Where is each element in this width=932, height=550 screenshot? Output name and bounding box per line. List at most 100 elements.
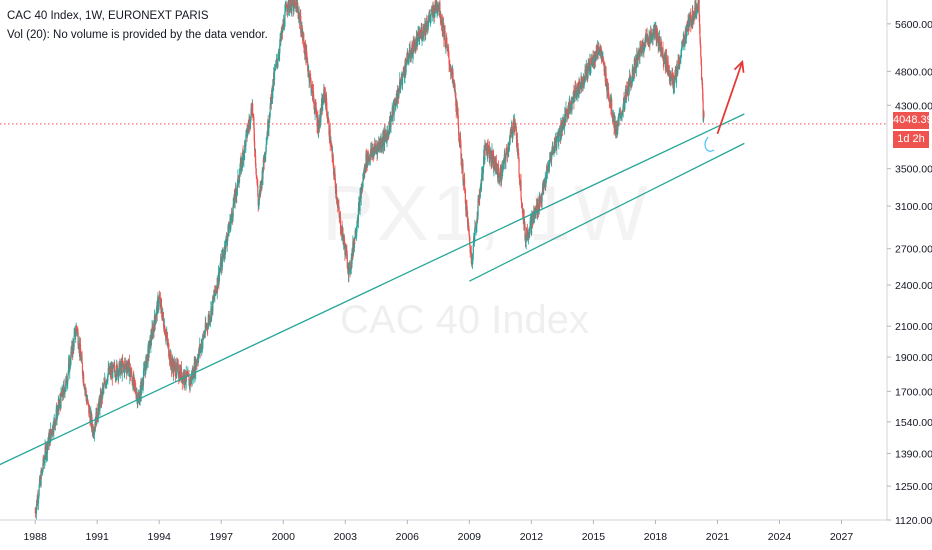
candle-body xyxy=(379,143,381,150)
candle xyxy=(616,120,618,132)
candle-body xyxy=(119,367,121,376)
candle-body xyxy=(50,428,52,442)
candle-body xyxy=(371,147,373,155)
candle-body xyxy=(401,76,404,85)
candle-body xyxy=(661,49,663,55)
candle-body xyxy=(616,123,618,131)
candle-body xyxy=(318,120,321,128)
candle-body xyxy=(395,96,398,104)
candle-body xyxy=(103,383,105,389)
candle xyxy=(83,371,85,385)
candle-body xyxy=(339,217,342,231)
candle-body xyxy=(254,149,257,163)
candle-body xyxy=(450,71,453,76)
candle-body xyxy=(252,103,254,115)
candle-body xyxy=(463,178,466,190)
candle-body xyxy=(422,26,424,34)
candle-body xyxy=(155,319,157,324)
candle-body xyxy=(584,69,587,76)
candle-body xyxy=(158,296,160,304)
candle-body xyxy=(405,63,407,72)
candle-body xyxy=(270,97,272,99)
candle-body xyxy=(212,296,214,311)
candle-body xyxy=(174,364,177,377)
candle-body xyxy=(519,178,521,181)
candle-body xyxy=(454,84,456,94)
candle-body xyxy=(608,96,610,99)
candle-body xyxy=(611,99,613,115)
candle-body xyxy=(654,34,656,39)
candle-body xyxy=(681,42,683,48)
candle-body xyxy=(469,245,471,253)
candle-body xyxy=(54,418,56,423)
candle-body xyxy=(578,79,581,85)
candle xyxy=(661,48,663,59)
candle-body xyxy=(63,385,65,391)
candle-body xyxy=(624,98,626,110)
candle-body xyxy=(525,233,527,242)
candle-body xyxy=(51,431,53,435)
candle-body xyxy=(140,381,142,395)
candle-body xyxy=(477,198,479,217)
candle-body xyxy=(597,46,599,53)
candle-body xyxy=(443,25,445,40)
candle-body xyxy=(265,144,267,152)
candle-body xyxy=(649,32,651,45)
candle-body xyxy=(386,132,388,143)
candle-body xyxy=(225,239,227,253)
candle-body xyxy=(87,400,89,403)
candle xyxy=(475,224,477,236)
candle-body xyxy=(556,135,558,149)
candle-body xyxy=(445,44,447,49)
candle-body xyxy=(644,39,646,48)
candle-body xyxy=(462,163,464,182)
candle-body xyxy=(195,361,197,373)
candle-body xyxy=(547,168,549,173)
candle-body xyxy=(44,446,46,460)
candle-body xyxy=(133,378,136,381)
candle-body xyxy=(587,62,589,74)
candle-body xyxy=(458,124,460,135)
candle-body xyxy=(129,371,131,377)
candle-body xyxy=(654,26,657,35)
candle-body xyxy=(60,392,62,408)
candle xyxy=(649,30,651,45)
candle xyxy=(588,60,591,76)
candle-body xyxy=(303,40,305,48)
candle-body xyxy=(494,158,496,166)
candle-body xyxy=(300,15,302,33)
candle-body xyxy=(671,72,674,85)
candle-body xyxy=(531,214,533,230)
candle-body xyxy=(651,35,653,40)
candle xyxy=(174,358,177,383)
candle-body xyxy=(228,228,230,237)
candle-body xyxy=(266,135,268,142)
candle-body xyxy=(602,57,604,61)
candle-body xyxy=(320,103,323,113)
candle-body xyxy=(472,244,474,255)
candle-body xyxy=(332,158,334,169)
candle-body xyxy=(282,23,284,33)
candle-body xyxy=(511,126,513,136)
candle-body xyxy=(127,360,130,366)
candle-body xyxy=(564,114,566,124)
candle-body xyxy=(281,32,283,37)
candle-body xyxy=(666,63,668,67)
candle-body xyxy=(592,57,594,62)
candle-body xyxy=(403,71,405,77)
candle-body xyxy=(393,101,395,115)
candle-body xyxy=(571,97,573,105)
candle-body xyxy=(637,53,639,66)
candle-body xyxy=(334,178,336,189)
candle-body xyxy=(408,50,410,58)
candle-body xyxy=(385,133,387,136)
candle xyxy=(652,24,655,39)
candle-body xyxy=(65,380,67,388)
candle-body xyxy=(243,152,245,161)
candle-body xyxy=(184,370,186,383)
candle-body xyxy=(64,390,66,395)
candle-body xyxy=(228,227,230,229)
candle-body xyxy=(457,114,459,125)
candle-body xyxy=(257,186,259,196)
